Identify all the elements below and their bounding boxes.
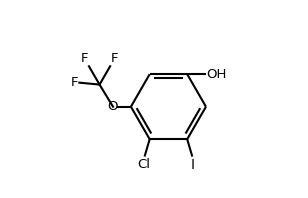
Text: F: F bbox=[111, 52, 119, 65]
Text: Cl: Cl bbox=[137, 158, 150, 171]
Text: F: F bbox=[71, 76, 78, 89]
Text: OH: OH bbox=[206, 68, 226, 81]
Text: I: I bbox=[191, 158, 195, 172]
Text: O: O bbox=[107, 100, 118, 113]
Text: F: F bbox=[80, 52, 88, 65]
